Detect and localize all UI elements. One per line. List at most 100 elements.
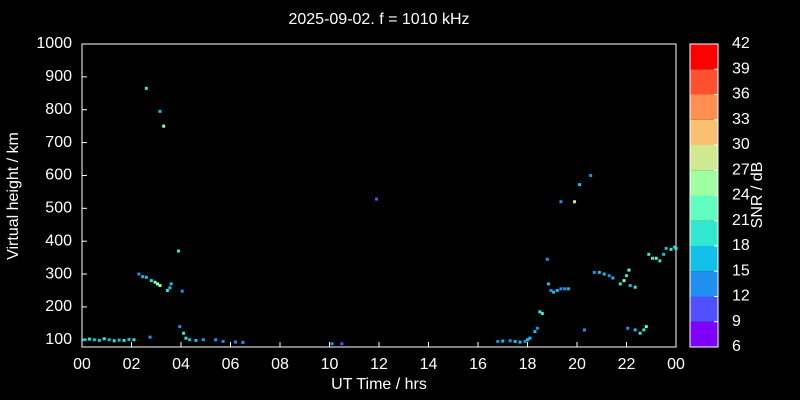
x-axis-label: UT Time / hrs xyxy=(331,376,427,393)
x-tick-label: 18 xyxy=(519,356,537,373)
plot-frame xyxy=(81,43,677,348)
data-point xyxy=(508,339,512,343)
colorbar-tick-label: 9 xyxy=(732,313,741,330)
y-tick-label: 700 xyxy=(45,134,72,151)
data-point xyxy=(107,338,111,342)
data-point xyxy=(664,246,668,250)
x-tick-label: 10 xyxy=(321,356,339,373)
y-axis-label: Virtual height / km xyxy=(5,132,22,260)
data-point xyxy=(194,338,198,342)
colorbar-band xyxy=(690,170,718,196)
y-tick-label: 900 xyxy=(45,68,72,85)
y-tick-label: 100 xyxy=(45,331,72,348)
x-tick-label: 02 xyxy=(123,356,141,373)
colorbar-label: SNR / dB xyxy=(749,162,766,229)
x-tick-label: 00 xyxy=(667,356,685,373)
data-point xyxy=(112,339,116,343)
y-tick-label: 800 xyxy=(45,101,72,118)
data-point xyxy=(122,338,126,342)
data-point xyxy=(573,200,577,204)
data-point xyxy=(626,326,630,330)
y-tick-label: 200 xyxy=(45,298,72,315)
colorbar-band xyxy=(690,69,718,95)
colorbar-tick-label: 36 xyxy=(732,86,750,103)
data-point xyxy=(673,245,677,249)
data-point xyxy=(566,287,570,291)
data-point xyxy=(97,338,101,342)
data-point xyxy=(625,274,628,278)
colorbar-tick-label: 24 xyxy=(732,187,750,204)
data-point xyxy=(178,325,182,329)
colorbar-tick-label: 12 xyxy=(732,288,750,305)
data-point xyxy=(127,337,131,341)
x-tick-label: 22 xyxy=(618,356,636,373)
data-point xyxy=(177,249,181,253)
y-tick-label: 500 xyxy=(45,200,72,217)
x-tick-label: 04 xyxy=(172,356,190,373)
data-point xyxy=(144,275,148,279)
data-point xyxy=(633,285,637,289)
data-point xyxy=(165,288,169,292)
data-point xyxy=(662,252,666,256)
data-point xyxy=(658,259,662,263)
data-point xyxy=(155,282,159,286)
data-point xyxy=(523,339,527,343)
y-tick-label: 300 xyxy=(45,265,72,282)
colorbar-tick-label: 6 xyxy=(732,338,741,355)
data-point xyxy=(148,335,152,339)
data-point xyxy=(102,337,106,341)
data-point xyxy=(162,124,166,128)
data-point xyxy=(611,276,615,280)
colorbar-band xyxy=(690,220,718,246)
data-point xyxy=(628,284,632,288)
data-point xyxy=(513,339,517,343)
data-point xyxy=(214,338,218,342)
chart-title: 2025-09-02. f = 1010 kHz xyxy=(288,11,469,28)
y-tick-label: 1000 xyxy=(36,35,72,52)
data-point xyxy=(644,325,648,329)
data-point xyxy=(638,331,642,335)
colorbar-tick-label: 15 xyxy=(732,262,750,279)
data-point xyxy=(526,338,529,342)
x-tick-label: 12 xyxy=(370,356,388,373)
data-point xyxy=(168,286,172,290)
data-point xyxy=(137,272,141,276)
data-point xyxy=(201,338,205,342)
data-point xyxy=(618,282,622,286)
colorbar-band xyxy=(690,271,718,297)
y-tick-label: 400 xyxy=(45,232,72,249)
data-point xyxy=(654,256,658,260)
data-point xyxy=(538,310,542,314)
data-point xyxy=(188,338,192,342)
data-point xyxy=(132,338,136,342)
colorbar-tick-label: 21 xyxy=(732,212,750,229)
data-point xyxy=(169,282,173,286)
data-point xyxy=(540,311,544,315)
colorbar-tick-label: 39 xyxy=(732,60,750,77)
x-tick-label: 06 xyxy=(222,356,240,373)
data-point xyxy=(597,270,601,274)
colorbar-band xyxy=(690,195,718,221)
data-point xyxy=(181,331,185,335)
data-point xyxy=(144,86,148,90)
data-point xyxy=(496,339,500,343)
data-point xyxy=(330,342,334,346)
data-point xyxy=(582,328,586,332)
data-point xyxy=(149,279,153,283)
data-point xyxy=(501,339,505,343)
data-point xyxy=(184,336,188,340)
data-point xyxy=(647,252,651,256)
data-point xyxy=(241,340,245,344)
data-point xyxy=(669,247,673,251)
x-tick-label: 14 xyxy=(420,356,438,373)
data-point xyxy=(577,183,581,187)
data-point xyxy=(633,328,637,332)
data-point xyxy=(82,338,86,342)
data-point xyxy=(141,275,145,279)
data-point xyxy=(627,268,631,272)
data-point xyxy=(518,340,522,344)
data-point xyxy=(340,342,344,346)
data-point xyxy=(221,339,225,343)
colorbar-band xyxy=(690,94,718,120)
colorbar-tick-label: 42 xyxy=(732,35,750,52)
